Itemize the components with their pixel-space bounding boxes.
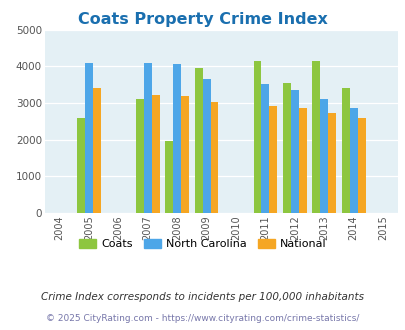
- Bar: [173, 64, 181, 213]
- Bar: [202, 79, 210, 213]
- Bar: [349, 108, 357, 213]
- Bar: [181, 96, 189, 213]
- Bar: [269, 106, 277, 213]
- Bar: [143, 63, 151, 213]
- Text: Coats Property Crime Index: Coats Property Crime Index: [78, 12, 327, 26]
- Bar: [261, 83, 269, 213]
- Bar: [290, 90, 298, 213]
- Bar: [93, 87, 100, 213]
- Bar: [135, 99, 143, 213]
- Bar: [253, 61, 261, 213]
- Bar: [151, 94, 159, 213]
- Bar: [85, 63, 93, 213]
- Bar: [77, 117, 85, 213]
- Bar: [357, 117, 365, 213]
- Bar: [210, 102, 218, 213]
- Bar: [341, 88, 349, 213]
- Legend: Coats, North Carolina, National: Coats, North Carolina, National: [75, 234, 330, 253]
- Bar: [194, 68, 202, 213]
- Bar: [311, 61, 320, 213]
- Bar: [298, 108, 306, 213]
- Bar: [282, 83, 290, 213]
- Text: Crime Index corresponds to incidents per 100,000 inhabitants: Crime Index corresponds to incidents per…: [41, 292, 364, 302]
- Text: © 2025 CityRating.com - https://www.cityrating.com/crime-statistics/: © 2025 CityRating.com - https://www.city…: [46, 314, 359, 323]
- Bar: [320, 99, 328, 213]
- Bar: [165, 142, 173, 213]
- Bar: [328, 113, 335, 213]
